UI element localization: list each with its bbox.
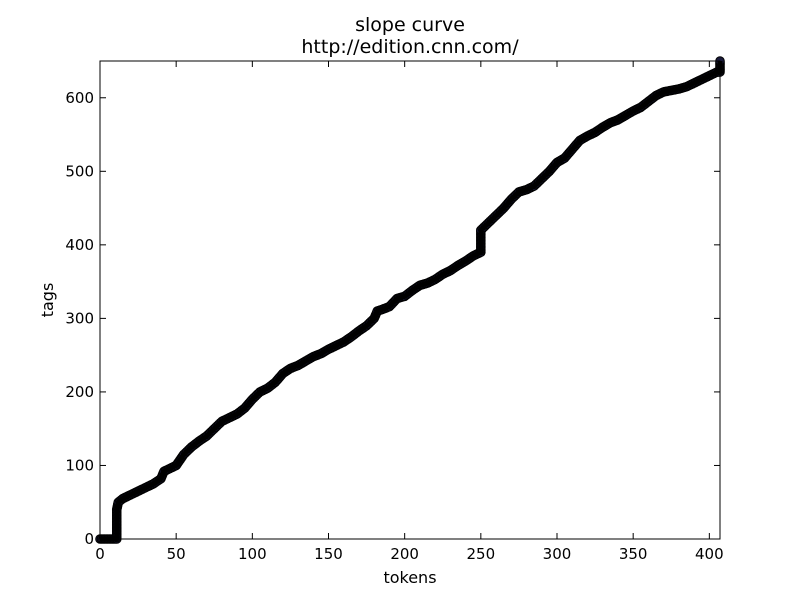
axis-ticks: 0 50 100 150 200 250 300 350 400 0 100 200 300 400 500… — [65, 61, 724, 563]
x-tick-label: 250 — [467, 545, 496, 563]
y-tick-label: 400 — [65, 236, 94, 254]
x-tick-label: 0 — [95, 545, 105, 563]
series-line — [100, 61, 723, 542]
y-tick-label: 100 — [65, 456, 94, 474]
y-tick-label: 600 — [65, 89, 94, 107]
x-tick-label: 50 — [167, 545, 186, 563]
x-tick-label: 300 — [543, 545, 572, 563]
y-tick-label: 200 — [65, 383, 94, 401]
x-tick-label: 100 — [238, 545, 267, 563]
x-tick-label: 350 — [619, 545, 648, 563]
x-axis-label: tokens — [383, 568, 436, 587]
data-layer — [95, 56, 725, 544]
x-tick-label: 200 — [390, 545, 419, 563]
x-tick-label: 400 — [695, 545, 724, 563]
x-tick-label: 150 — [314, 545, 343, 563]
y-tick-label: 0 — [84, 530, 94, 548]
series-markers — [95, 56, 725, 544]
y-axis-label: tags — [38, 283, 57, 318]
plot-frame — [99, 60, 721, 540]
y-tick-label: 500 — [65, 162, 94, 180]
y-tick-label: 300 — [65, 309, 94, 327]
chart-title: slope curve — [355, 14, 465, 36]
chart-subtitle: http://edition.cnn.com/ — [301, 36, 519, 58]
